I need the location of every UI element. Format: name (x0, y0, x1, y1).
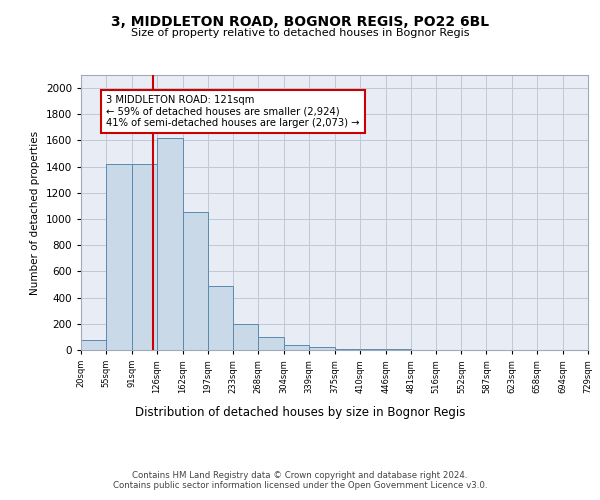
Y-axis label: Number of detached properties: Number of detached properties (30, 130, 40, 294)
Bar (182, 212, 208, 350)
Bar (335, 348, 360, 350)
Bar (208, 286, 233, 350)
Text: 3, MIDDLETON ROAD, BOGNOR REGIS, PO22 6BL: 3, MIDDLETON ROAD, BOGNOR REGIS, PO22 6B… (111, 15, 489, 29)
Text: Contains HM Land Registry data © Crown copyright and database right 2024.
Contai: Contains HM Land Registry data © Crown c… (113, 470, 487, 490)
Bar (284, 346, 309, 350)
Bar (233, 324, 259, 350)
Text: 3 MIDDLETON ROAD: 121sqm
← 59% of detached houses are smaller (2,924)
41% of sem: 3 MIDDLETON ROAD: 121sqm ← 59% of detach… (106, 94, 359, 128)
Text: Size of property relative to detached houses in Bognor Regis: Size of property relative to detached ho… (131, 28, 469, 38)
Bar (259, 337, 284, 350)
Bar (132, 164, 157, 350)
Bar (157, 138, 182, 350)
Text: Distribution of detached houses by size in Bognor Regis: Distribution of detached houses by size … (135, 406, 465, 419)
Bar (81, 340, 106, 350)
Bar (106, 164, 132, 350)
Bar (309, 346, 335, 350)
